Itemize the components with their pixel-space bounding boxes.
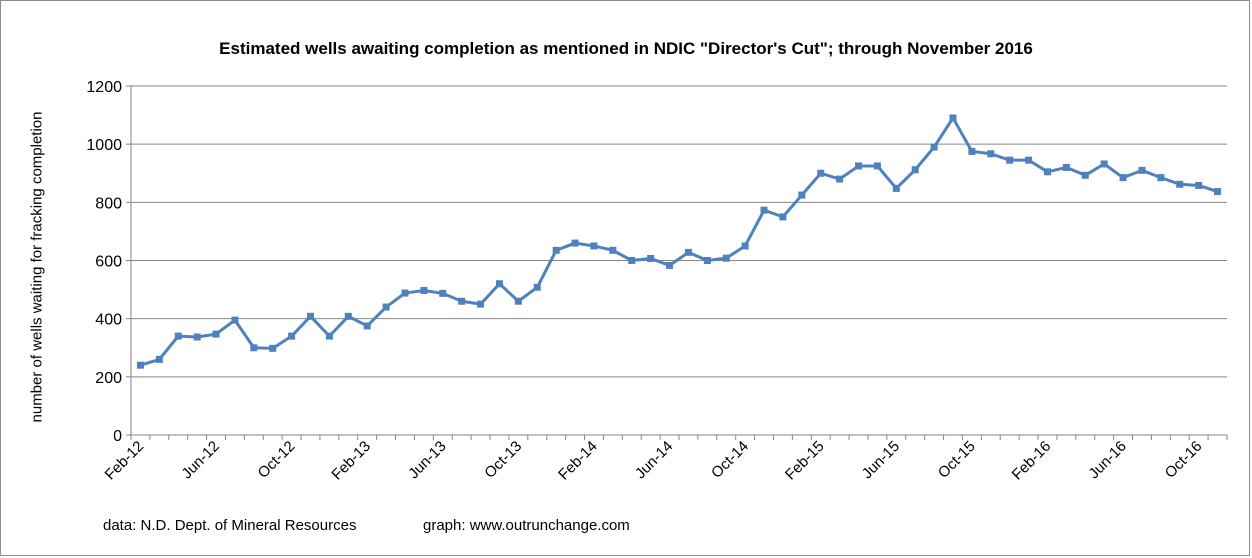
x-tick-label: Oct-14 bbox=[708, 438, 752, 482]
y-tick-label: 600 bbox=[95, 254, 122, 271]
data-point bbox=[1025, 156, 1033, 164]
data-point bbox=[344, 312, 352, 320]
x-tick-label: Jun-16 bbox=[1085, 438, 1129, 482]
data-point bbox=[458, 297, 466, 305]
data-point bbox=[571, 239, 579, 247]
x-tick-label: Oct-16 bbox=[1162, 438, 1206, 482]
x-tick-label: Jun-15 bbox=[859, 438, 903, 482]
data-point bbox=[968, 147, 976, 155]
x-tick-label: Feb-12 bbox=[102, 438, 148, 484]
data-point bbox=[760, 206, 768, 214]
data-point bbox=[552, 246, 560, 254]
x-tick-label: Jun-13 bbox=[405, 438, 449, 482]
data-point bbox=[817, 169, 825, 177]
data-point bbox=[1006, 156, 1014, 164]
data-point bbox=[231, 316, 239, 324]
data-source-note: data: N.D. Dept. of Mineral Resources bbox=[103, 517, 357, 534]
data-point bbox=[1043, 168, 1051, 176]
x-tick-label: Feb-15 bbox=[782, 438, 828, 484]
data-point bbox=[1176, 180, 1184, 188]
data-point bbox=[892, 184, 900, 192]
series-line bbox=[138, 116, 1220, 367]
y-tick-label: 800 bbox=[95, 195, 122, 212]
data-point bbox=[382, 303, 390, 311]
data-point bbox=[288, 332, 296, 340]
y-tick-label: 400 bbox=[95, 312, 122, 329]
data-point bbox=[1081, 171, 1089, 179]
data-point bbox=[855, 162, 863, 170]
data-point bbox=[1100, 160, 1108, 168]
data-point bbox=[949, 114, 957, 122]
x-tick-label: Oct-13 bbox=[481, 438, 525, 482]
x-tick-label: Oct-15 bbox=[935, 438, 979, 482]
data-point bbox=[212, 330, 220, 338]
data-point bbox=[136, 361, 144, 369]
data-point bbox=[1062, 163, 1070, 171]
data-point bbox=[590, 242, 598, 250]
data-point bbox=[930, 143, 938, 151]
data-point bbox=[514, 297, 522, 305]
data-point bbox=[684, 248, 692, 256]
data-point bbox=[420, 286, 428, 294]
data-point bbox=[193, 333, 201, 341]
graph-credit-note: graph: www.outrunchange.com bbox=[423, 517, 630, 534]
y-tick-label: 0 bbox=[113, 428, 122, 445]
x-tick-labels: Feb-12 Jun-12 Oct-12 Feb-13 Jun-13 Oct-13 Feb-… bbox=[102, 438, 1206, 484]
data-point bbox=[363, 322, 371, 330]
x-tick-label: Feb-13 bbox=[328, 438, 374, 484]
y-tick-label: 200 bbox=[95, 370, 122, 387]
y-tick-labels: 0 200 400 600 800 1000 1200 bbox=[86, 79, 122, 445]
data-point bbox=[269, 344, 277, 352]
x-tick-label: Oct-12 bbox=[255, 438, 299, 482]
x-tick-label: Feb-14 bbox=[555, 438, 601, 484]
data-point bbox=[666, 261, 674, 269]
data-point bbox=[477, 300, 485, 308]
data-point bbox=[439, 289, 447, 297]
y-tick-label: 1200 bbox=[86, 79, 122, 96]
x-tick-label: Feb-16 bbox=[1009, 438, 1055, 484]
data-point bbox=[703, 257, 711, 264]
data-point bbox=[307, 312, 315, 320]
data-point bbox=[873, 162, 881, 170]
y-tick-label: 1000 bbox=[86, 137, 122, 154]
data-point bbox=[1138, 166, 1146, 174]
data-point bbox=[325, 332, 333, 340]
data-point bbox=[647, 254, 655, 262]
data-point bbox=[1214, 188, 1222, 196]
data-point bbox=[798, 191, 806, 199]
data-point bbox=[155, 355, 163, 363]
data-point bbox=[609, 246, 617, 254]
data-point bbox=[779, 213, 787, 221]
axes bbox=[126, 85, 1228, 440]
x-tick-label: Jun-14 bbox=[632, 438, 676, 482]
data-point bbox=[174, 332, 182, 340]
data-point bbox=[1119, 174, 1127, 182]
data-point bbox=[533, 283, 541, 291]
data-point bbox=[495, 280, 503, 288]
data-series bbox=[136, 114, 1222, 369]
data-point bbox=[836, 175, 844, 183]
data-point bbox=[628, 257, 636, 264]
x-tick-label: Jun-12 bbox=[178, 438, 222, 482]
data-point bbox=[401, 289, 409, 297]
data-point bbox=[741, 242, 749, 250]
data-point bbox=[1157, 174, 1165, 182]
data-point bbox=[1195, 181, 1203, 189]
data-point bbox=[911, 166, 919, 174]
data-point bbox=[722, 254, 730, 262]
data-point bbox=[987, 150, 995, 158]
chart-title: Estimated wells awaiting completion as m… bbox=[219, 39, 1033, 58]
data-point bbox=[250, 344, 258, 352]
